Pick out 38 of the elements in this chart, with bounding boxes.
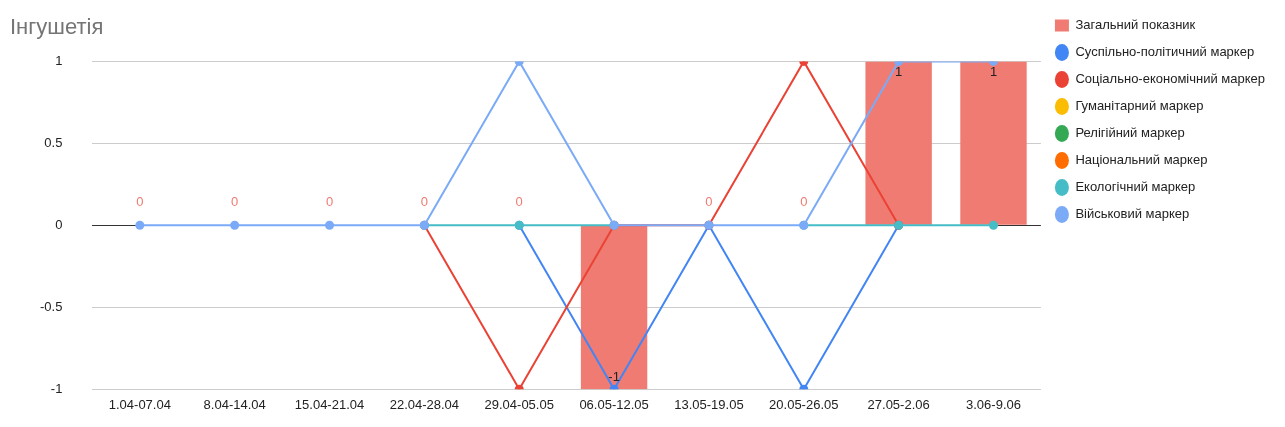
x-tick-label: 27.05-2.06 (867, 396, 930, 412)
data-label: 0 (231, 194, 239, 210)
data-label: 1 (895, 64, 903, 80)
x-tick-label: 3.06-9.06 (966, 396, 1021, 412)
data-label: 0 (325, 194, 334, 210)
x-tick-label: 15.04-21.04 (294, 396, 365, 412)
y-tick-label: 0 (55, 216, 63, 232)
y-tick-label: 0.5 (44, 134, 63, 150)
legend-label: Суспільно-політичний маркер (1075, 44, 1255, 60)
point (135, 220, 145, 230)
x-tick-label: 20.05-26.05 (769, 396, 839, 412)
point (325, 220, 335, 230)
x-tick-label: 06.05-12.05 (579, 396, 649, 412)
point (988, 220, 998, 230)
y-tick-label: -1 (50, 380, 63, 396)
data-label: 0 (136, 194, 144, 210)
legend-label: Загальний показник (1075, 17, 1196, 33)
y-tick-label: 1 (55, 52, 63, 68)
legend-label: Екологічний маркер (1075, 179, 1196, 195)
legend-label: Військовий маркер (1075, 206, 1190, 222)
data-label: 0 (705, 194, 713, 210)
data-label: 0 (420, 194, 428, 210)
x-tick-label: 1.04-07.04 (108, 396, 171, 412)
x-tick-label: 13.05-19.05 (674, 396, 744, 412)
y-tick-label: -0.5 (39, 298, 63, 314)
legend-label: Гуманітарний маркер (1075, 98, 1204, 114)
x-tick-label: 22.04-28.04 (389, 396, 460, 412)
data-label: -1 (608, 369, 620, 385)
point (230, 220, 240, 230)
legend-label: Релігійний маркер (1075, 125, 1185, 141)
data-label: 0 (515, 194, 523, 210)
legend-label: Соціально-економічний маркер (1075, 71, 1266, 87)
data-label: 0 (800, 194, 808, 210)
legend-label: Національний маркер (1075, 152, 1208, 168)
x-tick-label: 29.04-05.05 (484, 396, 554, 412)
data-label: 1 (989, 64, 998, 80)
chart-title: Інгушетія (10, 14, 104, 40)
x-tick-label: 8.04-14.04 (203, 396, 266, 412)
